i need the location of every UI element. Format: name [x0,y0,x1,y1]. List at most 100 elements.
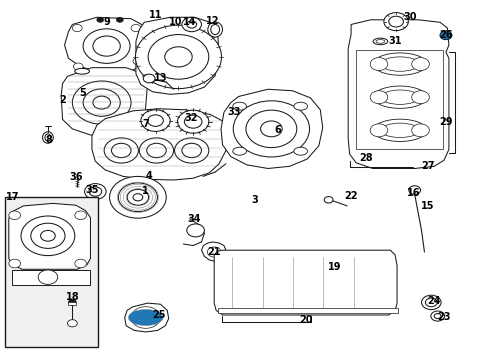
Circle shape [439,31,451,40]
Circle shape [68,300,76,305]
Text: 4: 4 [145,171,152,181]
Circle shape [146,143,166,158]
Ellipse shape [372,53,426,75]
Text: 23: 23 [436,312,450,322]
Text: 20: 20 [298,315,312,325]
Ellipse shape [130,310,161,325]
Text: 11: 11 [148,10,162,20]
Ellipse shape [380,123,418,138]
Circle shape [174,138,208,163]
Text: 26: 26 [438,30,452,40]
Polygon shape [347,20,448,168]
Text: 21: 21 [207,247,221,257]
Polygon shape [64,17,144,74]
Ellipse shape [42,132,53,143]
Circle shape [430,311,444,321]
Text: 15: 15 [420,201,434,211]
Polygon shape [214,250,396,315]
Ellipse shape [75,68,89,74]
Circle shape [388,16,403,27]
Text: 29: 29 [438,117,452,127]
Circle shape [177,110,208,133]
Text: 27: 27 [420,161,434,171]
Text: 5: 5 [79,88,85,98]
Circle shape [135,25,221,89]
Text: 6: 6 [274,125,281,135]
Circle shape [9,211,20,220]
Text: 22: 22 [344,191,357,201]
Circle shape [131,307,160,328]
Circle shape [383,13,407,31]
Circle shape [111,143,131,158]
Polygon shape [124,303,168,332]
Circle shape [138,312,153,323]
Circle shape [147,115,163,126]
Circle shape [369,91,387,104]
Text: 14: 14 [183,17,196,27]
Text: 1: 1 [142,186,149,196]
Polygon shape [201,242,225,261]
Text: 25: 25 [152,310,165,320]
Ellipse shape [45,134,51,141]
Circle shape [104,138,138,163]
Circle shape [83,29,130,63]
Text: 24: 24 [427,296,440,306]
Text: 32: 32 [183,113,197,123]
Ellipse shape [372,38,387,45]
Circle shape [228,107,248,122]
Ellipse shape [293,147,307,155]
Ellipse shape [380,57,418,71]
Text: 17: 17 [5,192,19,202]
Circle shape [141,110,170,131]
Circle shape [164,47,192,67]
Text: 34: 34 [187,214,201,224]
Bar [5,197,98,347]
Circle shape [75,259,86,268]
Ellipse shape [207,247,221,257]
Circle shape [260,121,282,137]
Circle shape [425,298,436,307]
Text: 13: 13 [153,73,167,84]
Text: 2: 2 [59,95,66,105]
Text: 9: 9 [103,17,110,27]
Ellipse shape [232,147,246,155]
Circle shape [133,194,142,201]
Circle shape [67,320,77,327]
Circle shape [182,143,201,158]
Polygon shape [9,203,90,269]
Ellipse shape [293,102,307,110]
Text: 10: 10 [169,17,183,27]
Polygon shape [92,109,227,180]
Circle shape [133,58,142,65]
Text: 16: 16 [406,188,419,198]
Ellipse shape [128,309,163,325]
Ellipse shape [132,311,159,324]
Bar [12,270,90,285]
Circle shape [116,17,123,22]
Text: 33: 33 [226,107,240,117]
Circle shape [72,81,131,124]
Circle shape [369,124,387,137]
Circle shape [89,187,102,196]
Text: 12: 12 [205,16,219,26]
Circle shape [93,36,120,56]
Circle shape [245,110,296,148]
Circle shape [38,270,58,284]
Circle shape [139,138,173,163]
Polygon shape [221,89,322,168]
Text: 3: 3 [250,195,257,205]
Circle shape [83,89,120,116]
Circle shape [73,63,83,70]
Circle shape [411,91,428,104]
Circle shape [84,184,106,199]
Circle shape [21,216,75,256]
Ellipse shape [380,90,418,104]
Circle shape [75,211,86,220]
Text: 8: 8 [45,135,52,145]
Polygon shape [61,68,147,136]
Circle shape [93,96,110,109]
Text: 19: 19 [327,262,341,272]
Circle shape [72,24,82,32]
Circle shape [186,224,204,237]
Circle shape [186,21,196,28]
